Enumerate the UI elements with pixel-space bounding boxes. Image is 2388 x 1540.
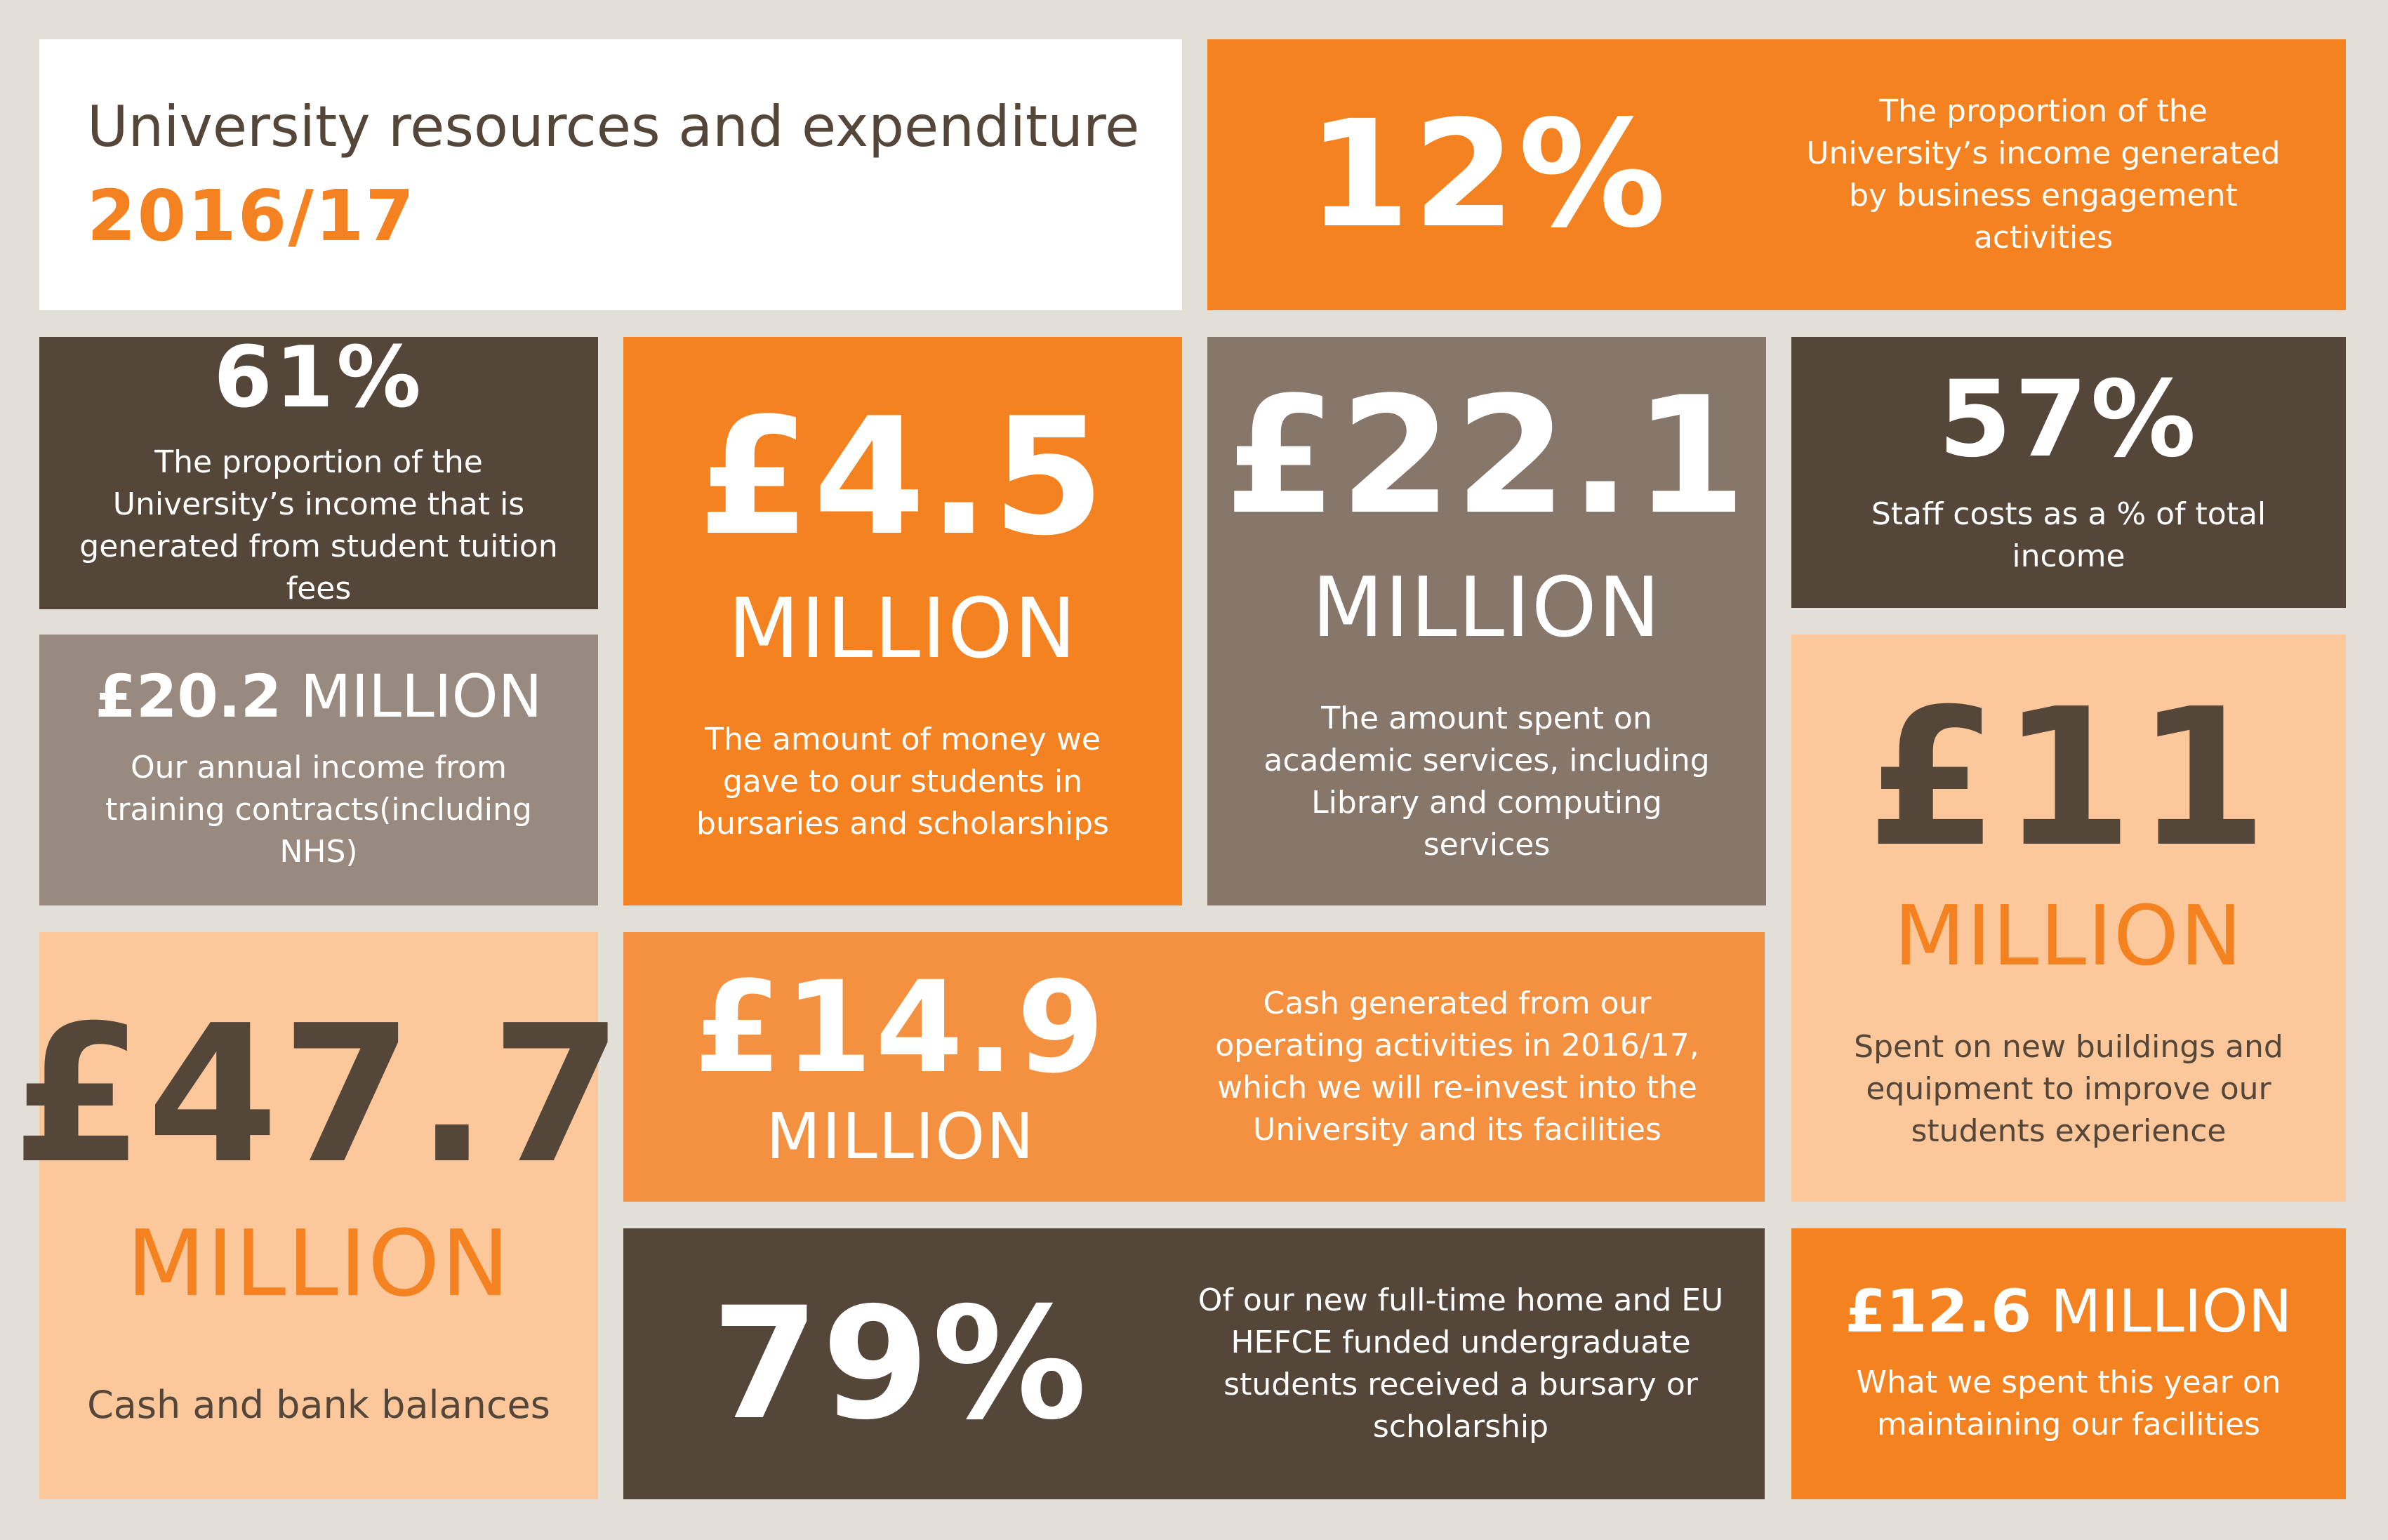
stat-headline: £12.6 MILLION [1845, 1282, 2293, 1341]
stat-figure: £12.6 [1845, 1277, 2032, 1346]
stat-description: The proportion of the University’s incom… [79, 444, 558, 606]
stat-description: The proportion of the University’s incom… [1806, 93, 2281, 255]
stat-training-contracts: £20.2 MILLION Our annual income from tra… [39, 635, 598, 905]
stat-unit: MILLION [766, 1100, 1035, 1174]
stat-unit: MILLION [300, 662, 543, 731]
stat-tuition-fees: 61% The proportion of the University’s i… [39, 329, 598, 609]
page-title: University resources and expenditure [87, 93, 1140, 159]
stat-maintenance: £12.6 MILLION What we spent this year on… [1791, 1228, 2346, 1499]
stat-description: Staff costs as a % of total income [1871, 496, 2267, 574]
stat-description: The amount of money we gave to our stude… [696, 722, 1109, 842]
stat-figure: £20.2 [95, 662, 282, 731]
page-year: 2016/17 [87, 174, 416, 257]
stat-figure: £22.1 [1224, 363, 1749, 551]
stat-figure: 61% [213, 329, 424, 427]
stat-unit: MILLION [126, 1210, 511, 1317]
stat-description: The amount spent on academic services, i… [1263, 701, 1710, 863]
stat-business-engagement: 12% The proportion of the University’s i… [1207, 39, 2346, 310]
stat-new-buildings: £11 MILLION Spent on new buildings and e… [1791, 635, 2346, 1202]
stat-unit: MILLION [2050, 1277, 2293, 1346]
stat-headline: £20.2 MILLION [95, 667, 543, 726]
stat-academic-services: £22.1 MILLION The amount spent on academ… [1207, 337, 1766, 905]
stat-description: Spent on new buildings and equipment to … [1854, 1029, 2283, 1149]
stat-figure: 57% [1938, 359, 2199, 482]
stat-bursary-recipients: 79% Of our new full-time home and EU HEF… [623, 1228, 1765, 1499]
stat-figure: 12% [1307, 88, 1669, 260]
stat-unit: MILLION [727, 580, 1078, 677]
stat-description: Of our new full-time home and EU HEFCE f… [1198, 1282, 1724, 1445]
stat-staff-costs: 57% Staff costs as a % of total income [1791, 337, 2346, 608]
stat-unit: MILLION [1893, 887, 2244, 985]
stat-description: Our annual income from training contract… [105, 750, 532, 870]
stat-description: Cash generated from our operating activi… [1215, 985, 1699, 1148]
stat-figure: £47.7 [11, 984, 626, 1206]
stat-figure: £14.9 [694, 955, 1108, 1101]
stat-figure: £11 [1866, 668, 2271, 889]
stat-description: Cash and bank balances [87, 1383, 550, 1428]
stat-cash-balances: £47.7 MILLION Cash and bank balances [12, 932, 623, 1499]
stat-description: What we spent this year on maintaining o… [1856, 1365, 2281, 1442]
title-panel: University resources and expenditure 201… [39, 39, 1182, 310]
stat-bursaries: £4.5 MILLION The amount of money we gave… [623, 337, 1182, 905]
stat-cash-generated: £14.9 MILLION Cash generated from our op… [623, 932, 1765, 1202]
stat-figure: £4.5 [698, 384, 1108, 572]
stat-unit: MILLION [1311, 559, 1662, 656]
stat-figure: 79% [711, 1274, 1090, 1454]
